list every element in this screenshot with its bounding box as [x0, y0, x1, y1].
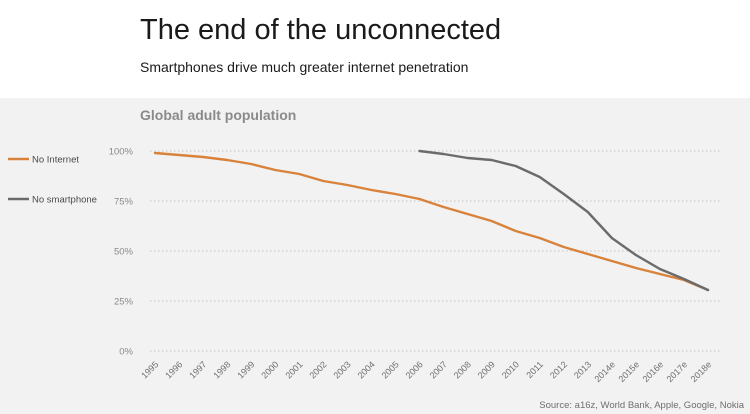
x-tick-label: 2000: [259, 359, 280, 380]
x-tick-label: 2012: [548, 359, 569, 380]
chart-panel: Global adult population 100% 75% 50% 25% 0% …: [0, 98, 750, 414]
x-tick-label: 2001: [283, 359, 304, 380]
x-tick-label: 2006: [404, 359, 425, 380]
chart-title: Global adult population: [140, 107, 296, 123]
y-tick-label: 100%: [109, 147, 134, 158]
x-tick-label: 1995: [139, 359, 160, 380]
line-chart: Global adult population 100%75%50%25%0% …: [8, 107, 745, 411]
legend-label: No Internet: [32, 155, 79, 166]
series-line-no-smartphone: [418, 149, 710, 292]
x-tick-label: 2015e: [617, 359, 642, 384]
x-tick-label: 2016e: [641, 359, 666, 384]
x-tick-label: 2011: [524, 359, 545, 380]
x-tick-label: 2010: [500, 359, 521, 380]
y-tick-label: 0%: [119, 347, 133, 358]
x-tick-label: 1998: [211, 359, 232, 380]
x-tick-label: 1996: [163, 359, 184, 380]
x-tick-label: 1997: [187, 359, 208, 380]
y-tick-label: 75%: [114, 197, 134, 208]
page-subtitle: Smartphones drive much greater internet …: [140, 59, 469, 75]
x-tick-label: 2018e: [689, 359, 714, 384]
x-tick-label: 2008: [452, 359, 473, 380]
x-tick-label: 2009: [476, 359, 497, 380]
y-tick-label: 25%: [114, 297, 134, 308]
x-tick-label: 2002: [307, 359, 328, 380]
source-note: Source: a16z, World Bank, Apple, Google,…: [539, 400, 744, 411]
x-tick-label: 2017e: [665, 359, 690, 384]
x-tick-label: 2004: [356, 359, 377, 380]
x-tick-label: 2013: [572, 359, 593, 380]
series-line-no-internet: [153, 151, 710, 292]
x-tick-label: 2014e: [592, 359, 617, 384]
y-tick-label: 50%: [114, 247, 134, 258]
page-title: The end of the unconnected: [140, 14, 502, 46]
legend-label: No smartphone: [32, 195, 97, 206]
x-tick-label: 2005: [380, 359, 401, 380]
x-tick-label: 1999: [235, 359, 256, 380]
x-tick-label: 2003: [332, 359, 353, 380]
x-tick-label: 2007: [428, 359, 449, 380]
